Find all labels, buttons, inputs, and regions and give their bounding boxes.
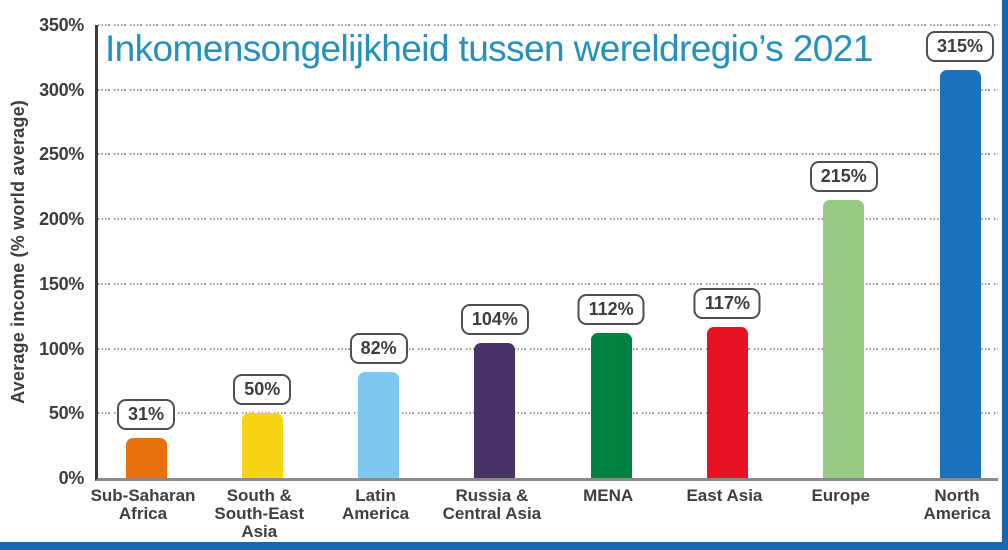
value-label-russia-central-asia: 104% (460, 304, 529, 336)
gridline-200 (98, 218, 998, 221)
value-label-mena: 112% (577, 294, 645, 326)
x-category-label-latin-america: Latin America (342, 486, 410, 523)
gridline-150 (98, 282, 998, 285)
value-label-sub-saharan-africa: 31% (116, 398, 176, 430)
bar-latin-america (358, 371, 400, 478)
bar-north-america (939, 70, 981, 478)
gridline-50 (98, 412, 998, 415)
y-tick-label-200: 200% (39, 209, 84, 230)
x-category-label-europe: Europe (811, 486, 871, 505)
bar-sub-saharan-africa (125, 437, 167, 478)
right-border-strip (1002, 0, 1008, 550)
y-tick-label-0: 0% (58, 468, 85, 488)
x-category-label-east-asia: East Asia (686, 486, 763, 505)
y-tick-label-350: 350% (39, 15, 84, 35)
value-label-south-south-east-asia: 50% (233, 374, 292, 406)
chart-title: Inkomensongelijkheid tussen wereldregio’… (105, 28, 873, 69)
bar-east-asia (706, 326, 748, 478)
bar-mena (590, 333, 632, 478)
value-label-europe: 215% (809, 160, 878, 192)
y-tick-label-300: 300% (39, 79, 84, 100)
value-label-latin-america: 82% (349, 332, 408, 364)
bottom-border-strip (0, 542, 1008, 550)
gridline-250 (98, 153, 998, 156)
bar-russia-central-asia (474, 343, 516, 478)
gridline-100 (98, 347, 998, 350)
x-category-label-russia-central-asia: Russia & Central Asia (442, 486, 542, 523)
x-category-label-south-south-east-asia: South & South-East Asia (214, 486, 305, 541)
value-label-north-america: 315% (925, 31, 995, 63)
y-tick-label-50: 50% (48, 403, 84, 424)
y-tick-label-100: 100% (39, 338, 84, 359)
bar-europe (823, 199, 865, 478)
x-category-label-north-america: North America (923, 486, 991, 523)
bar-south-south-east-asia (241, 413, 283, 478)
x-category-label-sub-saharan-africa: Sub-Saharan Africa (90, 486, 196, 523)
value-label-east-asia: 117% (693, 287, 761, 319)
gridline-350 (98, 24, 998, 26)
y-tick-label-250: 250% (39, 144, 84, 165)
y-tick-label-150: 150% (39, 273, 84, 294)
x-category-label-mena: MENA (583, 486, 634, 505)
gridline-300 (98, 88, 998, 91)
plot-area: Inkomensongelijkheid tussen wereldregio’… (95, 24, 998, 481)
